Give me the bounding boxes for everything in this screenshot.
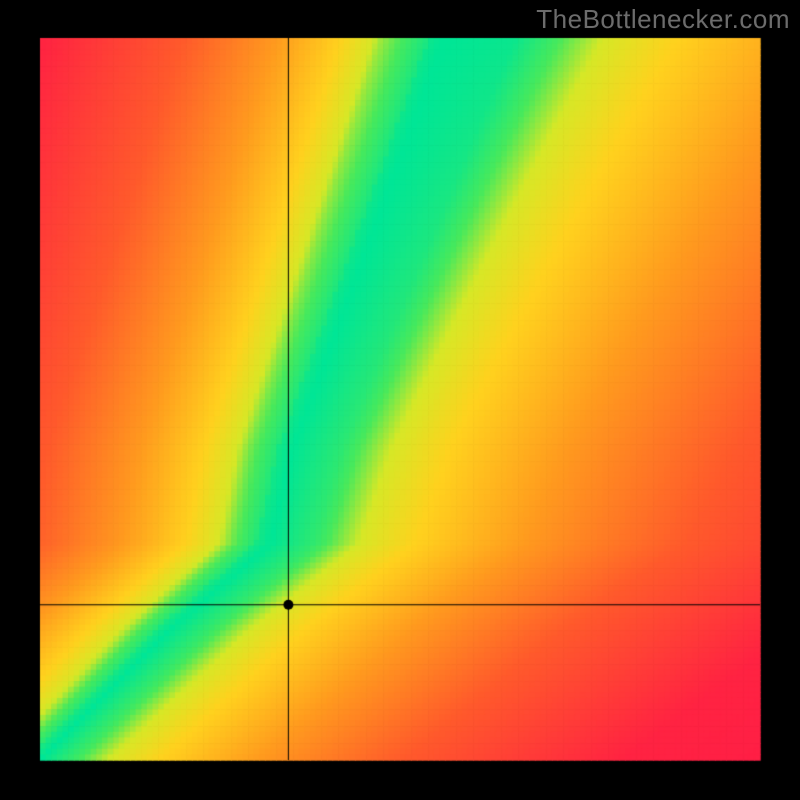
watermark-text: TheBottlenecker.com bbox=[536, 4, 790, 35]
heatmap-canvas bbox=[0, 0, 800, 800]
chart-container: TheBottlenecker.com bbox=[0, 0, 800, 800]
